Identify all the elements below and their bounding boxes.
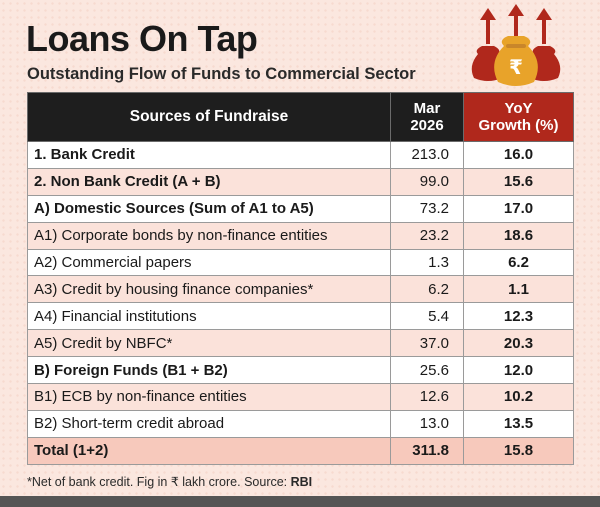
cell-source: B1) ECB by non-finance entities: [27, 383, 391, 411]
cell-mar-2026: 213.0: [390, 141, 464, 169]
table-header-row: Sources of Fundraise Mar 2026 YoY Growth…: [27, 92, 574, 142]
table-row: A1) Corporate bonds by non-finance entit…: [27, 221, 574, 250]
cell-source: A3) Credit by housing finance companies*: [27, 275, 391, 304]
chart-subtitle: Outstanding Flow of Funds to Commercial …: [27, 65, 416, 83]
header-mar-line2: 2026: [410, 117, 444, 134]
cell-yoy-growth: 10.2: [463, 383, 574, 411]
table-row: A) Domestic Sources (Sum of A1 to A5) 73.…: [27, 194, 574, 223]
footnote: *Net of bank credit. Fig in ₹ lakh crore…: [27, 474, 312, 489]
cell-source: A4) Financial institutions: [27, 302, 391, 331]
cell-mar-2026: 5.4: [390, 302, 464, 331]
cell-mar-2026: 73.2: [390, 194, 464, 223]
svg-text:₹: ₹: [509, 55, 523, 79]
header-yoy-line1: YoY: [504, 99, 533, 117]
footnote-text: *Net of bank credit. Fig in ₹ lakh crore…: [27, 475, 291, 489]
header-sources: Sources of Fundraise: [27, 92, 391, 142]
cell-mar-2026: 311.8: [390, 436, 464, 465]
cell-source: A5) Credit by NBFC*: [27, 329, 391, 358]
cell-yoy-growth: 12.3: [463, 302, 574, 331]
cell-yoy-growth: 12.0: [463, 356, 574, 385]
table-row: A2) Commercial papers 1.3 6.2: [27, 248, 574, 277]
table-row: A4) Financial institutions 5.4 12.3: [27, 302, 574, 331]
cell-mar-2026: 6.2: [390, 275, 464, 304]
table-row: A3) Credit by housing finance companies*…: [27, 275, 574, 304]
cell-yoy-growth: 17.0: [463, 194, 574, 223]
cell-mar-2026: 12.6: [390, 383, 464, 411]
cell-mar-2026: 99.0: [390, 167, 464, 196]
cell-yoy-growth: 18.6: [463, 221, 574, 250]
cell-source: 1. Bank Credit: [27, 141, 391, 169]
funds-table: Sources of Fundraise Mar 2026 YoY Growth…: [27, 92, 574, 465]
footnote-source: RBI: [290, 475, 313, 489]
table-row: B1) ECB by non-finance entities 12.6 10.2: [27, 383, 574, 411]
header-mar-2026: Mar 2026: [390, 92, 464, 142]
cell-source: B) Foreign Funds (B1 + B2): [27, 356, 391, 385]
cell-yoy-growth: 16.0: [463, 141, 574, 169]
table-row: A5) Credit by NBFC* 37.0 20.3: [27, 329, 574, 358]
table-row: B2) Short-term credit abroad 13.0 13.5: [27, 409, 574, 438]
money-bags-growth-icon: ₹: [468, 4, 564, 90]
table-row: 1. Bank Credit 213.0 16.0: [27, 141, 574, 169]
cell-yoy-growth: 20.3: [463, 329, 574, 358]
table-row: B) Foreign Funds (B1 + B2) 25.6 12.0: [27, 356, 574, 385]
cell-source: B2) Short-term credit abroad: [27, 409, 391, 438]
cell-source: 2. Non Bank Credit (A + B): [27, 167, 391, 196]
cell-mar-2026: 1.3: [390, 248, 464, 277]
cell-yoy-growth: 15.8: [463, 436, 574, 465]
cell-mar-2026: 13.0: [390, 409, 464, 438]
header-yoy-line2: Growth (%): [478, 117, 559, 134]
bottom-bar: [0, 496, 600, 507]
cell-source: A) Domestic Sources (Sum of A1 to A5): [27, 194, 391, 223]
cell-mar-2026: 25.6: [390, 356, 464, 385]
cell-yoy-growth: 15.6: [463, 167, 574, 196]
cell-yoy-growth: 1.1: [463, 275, 574, 304]
cell-source: Total (1+2): [27, 436, 391, 465]
cell-source: A1) Corporate bonds by non-finance entit…: [27, 221, 391, 250]
header-mar-line1: Mar: [413, 99, 441, 117]
cell-mar-2026: 23.2: [390, 221, 464, 250]
cell-mar-2026: 37.0: [390, 329, 464, 358]
header-yoy-growth: YoY Growth (%): [463, 92, 574, 142]
cell-yoy-growth: 6.2: [463, 248, 574, 277]
cell-source: A2) Commercial papers: [27, 248, 391, 277]
cell-yoy-growth: 13.5: [463, 409, 574, 438]
chart-title: Loans On Tap: [26, 18, 258, 59]
table-row: 2. Non Bank Credit (A + B) 99.0 15.6: [27, 167, 574, 196]
table-row: Total (1+2) 311.8 15.8: [27, 436, 574, 465]
